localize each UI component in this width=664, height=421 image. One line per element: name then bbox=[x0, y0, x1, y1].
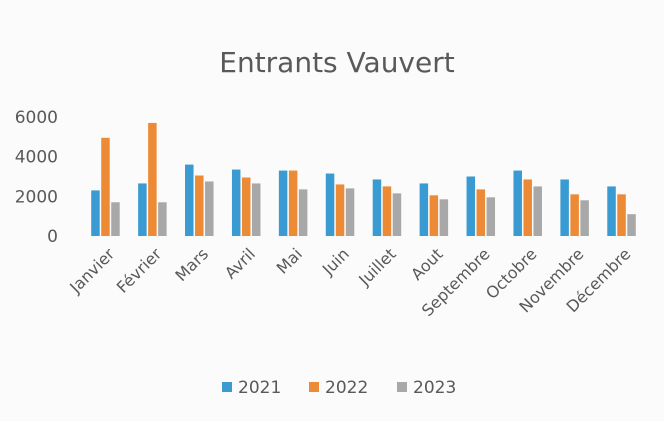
bar-2021-6 bbox=[372, 179, 382, 236]
y-tick-label: 0 bbox=[47, 227, 58, 247]
category-label: Aout bbox=[407, 244, 447, 284]
bar-2023-6 bbox=[392, 193, 402, 236]
legend-swatch-2022 bbox=[309, 382, 319, 392]
bar-2023-2 bbox=[205, 181, 214, 236]
category-label: Juin bbox=[318, 244, 353, 279]
bar-2022-3 bbox=[241, 177, 251, 236]
bar-2021-2 bbox=[185, 164, 194, 236]
category-label: Février bbox=[113, 244, 166, 297]
bar-2022-4 bbox=[288, 170, 298, 236]
bar-2023-11 bbox=[627, 214, 636, 236]
legend-label: 2021 bbox=[238, 378, 281, 398]
bar-2021-3 bbox=[231, 169, 241, 236]
y-tick-label: 6000 bbox=[15, 108, 58, 128]
bar-2021-0 bbox=[91, 190, 100, 236]
y-axis-ticks: 0 2000 4000 6000 bbox=[15, 108, 58, 247]
chart-title: Entrants Vauvert bbox=[219, 46, 454, 79]
bar-2021-5 bbox=[325, 173, 335, 236]
bar-2021-10 bbox=[560, 179, 569, 236]
bar-2023-1 bbox=[158, 202, 167, 236]
bar-2023-4 bbox=[298, 189, 308, 236]
bar-2022-1 bbox=[148, 122, 157, 236]
bar-2022-6 bbox=[382, 186, 392, 236]
bar-2022-11 bbox=[617, 194, 626, 236]
bar-2023-10 bbox=[580, 200, 589, 236]
bar-2021-1 bbox=[138, 183, 147, 236]
category-label: Mai bbox=[273, 244, 306, 277]
category-label: Juillet bbox=[354, 244, 399, 289]
bar-2023-0 bbox=[111, 202, 120, 236]
bar-2023-9 bbox=[533, 186, 542, 236]
y-tick-label: 2000 bbox=[15, 187, 58, 207]
category-label: Mars bbox=[171, 244, 212, 285]
bar-2021-9 bbox=[513, 170, 522, 236]
y-tick-label: 4000 bbox=[15, 148, 58, 168]
bar-2021-8 bbox=[466, 176, 476, 236]
bar-2023-3 bbox=[251, 183, 261, 236]
legend-label: 2023 bbox=[413, 378, 456, 398]
bar-2022-2 bbox=[195, 175, 204, 236]
legend-label: 2022 bbox=[325, 378, 368, 398]
bar-2023-8 bbox=[486, 197, 496, 236]
bar-2023-5 bbox=[345, 188, 355, 236]
bar-2022-10 bbox=[570, 194, 579, 236]
bar-2021-4 bbox=[278, 170, 288, 236]
bar-2022-9 bbox=[523, 179, 532, 236]
bar-2022-8 bbox=[476, 189, 486, 236]
legend-swatch-2023 bbox=[397, 382, 407, 392]
category-label: Avril bbox=[221, 244, 259, 282]
bar-2023-7 bbox=[439, 199, 449, 236]
category-label: Janvier bbox=[65, 244, 118, 297]
legend: 2021 2022 2023 bbox=[222, 378, 456, 398]
bar-2021-7 bbox=[419, 183, 429, 236]
bar-2021-11 bbox=[607, 186, 616, 236]
bar-2022-7 bbox=[429, 195, 439, 236]
bars-group bbox=[91, 122, 636, 236]
bar-2022-0 bbox=[101, 137, 110, 236]
legend-swatch-2021 bbox=[222, 382, 232, 392]
bar-2022-5 bbox=[335, 184, 345, 236]
